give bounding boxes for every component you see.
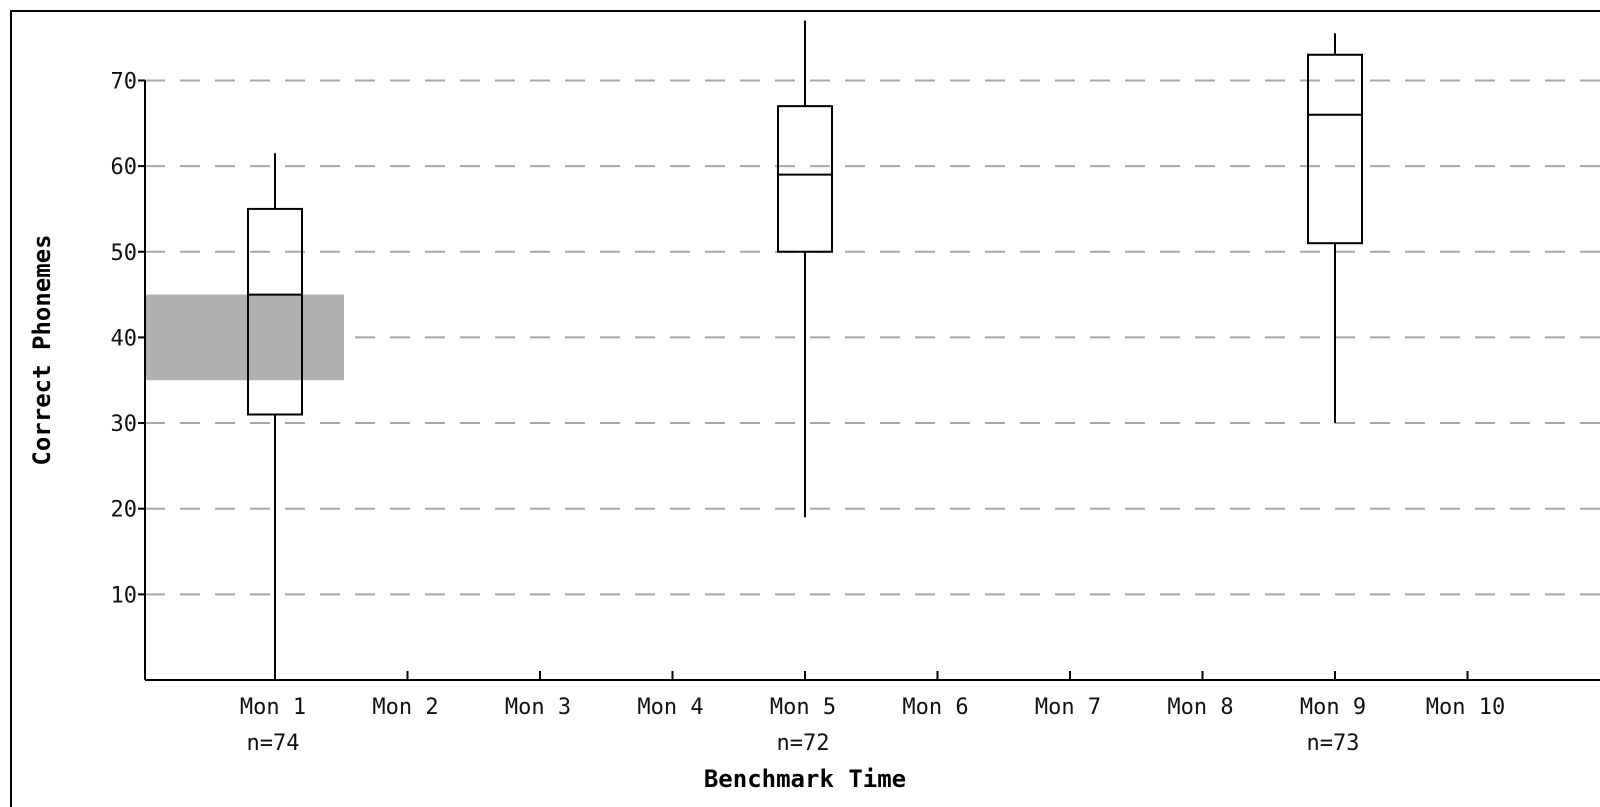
chart-frame	[10, 10, 1600, 807]
y-tick-label-70: 70	[111, 69, 138, 94]
iqr-box	[1307, 53, 1363, 245]
n-label-5: n=72	[777, 731, 830, 756]
boxes-layer	[247, 20, 1363, 672]
y-tick-labels: 10 20 30 40 50 60 70	[111, 69, 145, 608]
iqr-box	[777, 105, 833, 253]
n-label-1: n=74	[247, 731, 300, 756]
iqr-box	[247, 207, 303, 416]
x-tick-label-5: Mon 5	[770, 695, 836, 720]
x-tick-label-1: Mon 1	[240, 695, 306, 720]
x-tick-label-4: Mon 4	[637, 695, 703, 720]
x-tick-label-3: Mon 3	[505, 695, 571, 720]
y-tick-label-30: 30	[111, 412, 138, 437]
y-tick-label-10: 10	[111, 583, 138, 608]
y-tick-label-60: 60	[111, 155, 138, 180]
gridlines	[145, 79, 1600, 596]
axes	[144, 80, 1600, 681]
x-tick-label-7: Mon 7	[1035, 695, 1101, 720]
y-tick-label-40: 40	[111, 326, 138, 351]
target-band-layer	[146, 294, 344, 381]
x-tick-label-10: Mon 10	[1426, 695, 1505, 720]
y-tick-label-20: 20	[111, 498, 138, 523]
y-tick-label-50: 50	[111, 241, 138, 266]
x-tick-label-9: Mon 9	[1300, 695, 1366, 720]
target-band	[146, 294, 344, 381]
x-tick-label-6: Mon 6	[902, 695, 968, 720]
box-mon-5	[777, 20, 833, 518]
box-mon-9	[1307, 33, 1363, 424]
n-label-9: n=73	[1307, 731, 1360, 756]
box-mon-1	[247, 153, 303, 672]
y-axis-title: Correct Phonemes	[28, 234, 56, 465]
x-tick-label-8: Mon 8	[1167, 695, 1233, 720]
x-tick-labels: Mon 1 Mon 2 Mon 3 Mon 4 Mon 5 Mon 6 Mon 7 Mon 8…	[240, 671, 1505, 756]
x-axis-title: Benchmark Time	[704, 765, 906, 793]
x-tick-label-2: Mon 2	[372, 695, 438, 720]
